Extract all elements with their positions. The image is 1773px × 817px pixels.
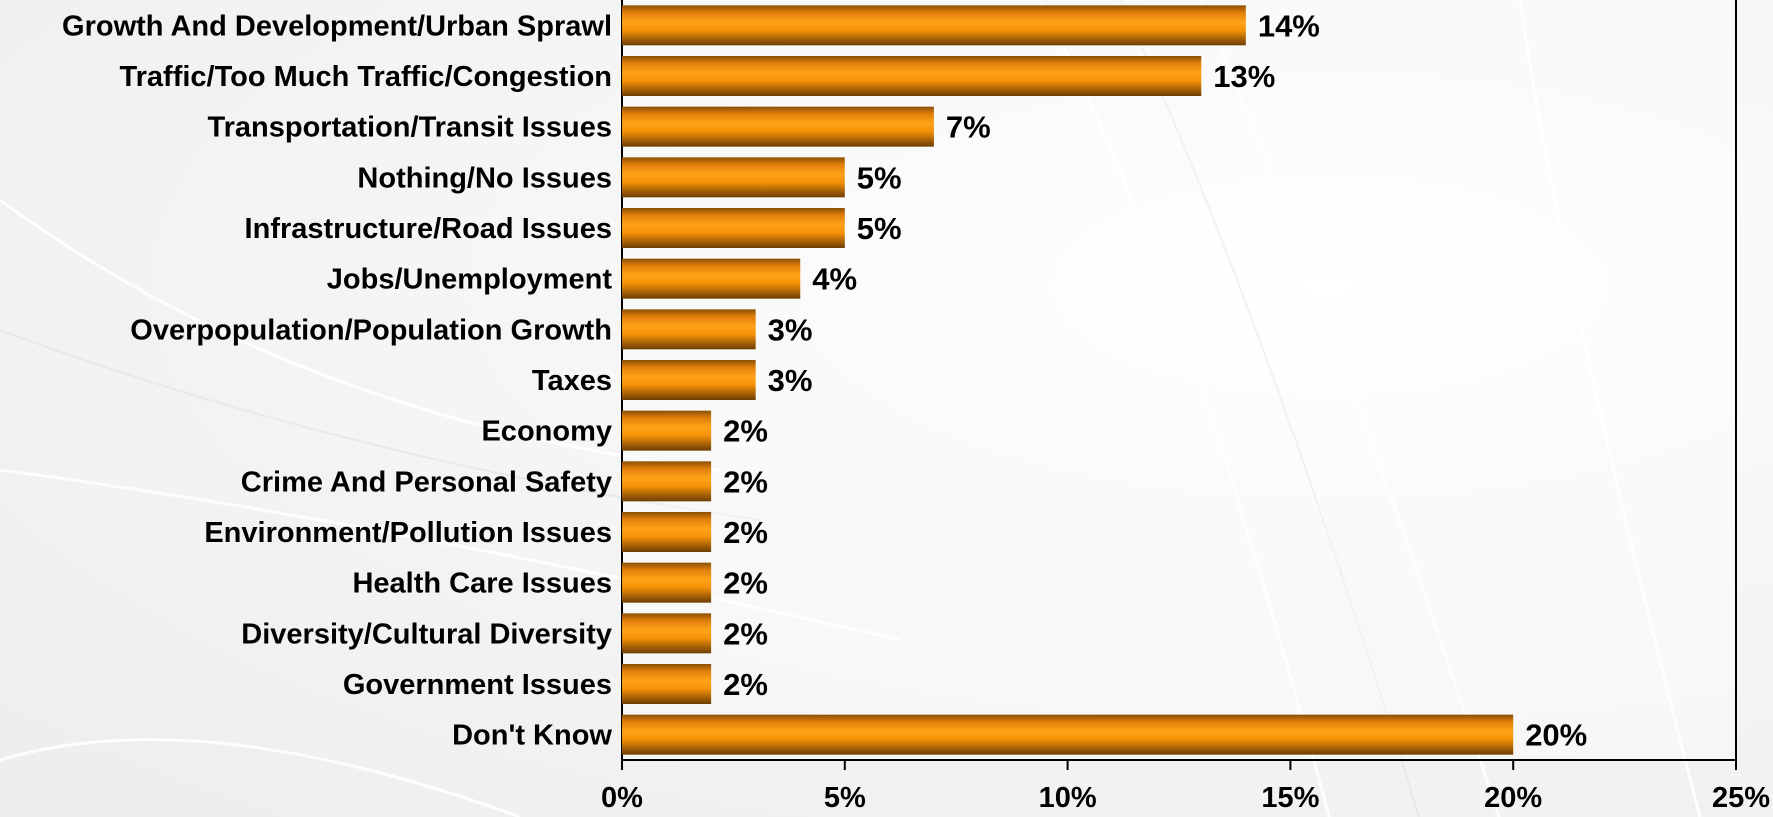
bar-environment-pollution-issues — [622, 512, 712, 552]
value-label-environment-pollution-issues: 2% — [723, 515, 768, 550]
x-tick-label: 5% — [824, 782, 866, 814]
value-label-health-care-issues: 2% — [723, 566, 768, 601]
category-label-transportation-transit-issues: Transportation/Transit Issues — [208, 112, 613, 144]
category-label-health-care-issues: Health Care Issues — [352, 568, 612, 600]
bar-economy — [622, 410, 712, 451]
category-label-environment-pollution-issues: Environment/Pollution Issues — [204, 517, 612, 549]
bar-don-t-know — [622, 714, 1514, 755]
category-label-traffic-too-much-traffic-congestion: Traffic/Too Much Traffic/Congestion — [120, 61, 612, 93]
x-tick-label: 0% — [601, 782, 643, 814]
value-labels: 14%13%7%5%5%4%3%3%2%2%2%2%2%2%20% — [723, 8, 1587, 752]
value-label-overpopulation-population-growth: 3% — [768, 312, 813, 347]
value-label-don-t-know: 20% — [1525, 718, 1587, 753]
bar-diversity-cultural-diversity — [622, 613, 712, 654]
category-labels: Growth And Development/Urban Sprawl Traff… — [62, 10, 612, 751]
category-label-overpopulation-population-growth: Overpopulation/Population Growth — [130, 314, 612, 346]
value-label-economy: 2% — [723, 414, 768, 449]
x-tick-label: 20% — [1484, 782, 1542, 814]
category-label-growth-and-development-urban-sprawl: Growth And Development/Urban Sprawl — [62, 10, 612, 42]
bar-overpopulation-population-growth — [622, 309, 756, 350]
bar-growth-and-development-urban-sprawl — [622, 5, 1246, 46]
category-label-infrastructure-road-issues: Infrastructure/Road Issues — [245, 213, 612, 245]
category-label-nothing-no-issues: Nothing/No Issues — [357, 162, 612, 194]
bar-transportation-transit-issues — [622, 106, 934, 147]
category-label-crime-and-personal-safety: Crime And Personal Safety — [241, 466, 612, 498]
value-label-taxes: 3% — [768, 363, 813, 398]
category-label-government-issues: Government Issues — [343, 669, 612, 701]
category-label-taxes: Taxes — [532, 365, 612, 397]
category-label-diversity-cultural-diversity: Diversity/Cultural Diversity — [241, 618, 612, 650]
value-label-transportation-transit-issues: 7% — [946, 110, 991, 145]
category-label-don-t-know: Don't Know — [452, 720, 612, 752]
category-label-economy: Economy — [481, 416, 612, 448]
bar-crime-and-personal-safety — [622, 461, 712, 502]
bars-layer — [622, 5, 1514, 755]
category-label-jobs-unemployment: Jobs/Unemployment — [327, 264, 613, 296]
value-label-nothing-no-issues: 5% — [857, 160, 902, 195]
x-tick-label: 15% — [1261, 782, 1319, 814]
value-label-infrastructure-road-issues: 5% — [857, 211, 902, 246]
value-label-growth-and-development-urban-sprawl: 14% — [1258, 8, 1320, 43]
value-label-jobs-unemployment: 4% — [812, 262, 857, 297]
value-label-diversity-cultural-diversity: 2% — [723, 616, 768, 651]
bar-taxes — [622, 360, 756, 400]
x-tick-label: 10% — [1039, 782, 1097, 814]
bar-infrastructure-road-issues — [622, 208, 845, 248]
bar-government-issues — [622, 664, 712, 704]
x-tick-label: 25% — [1712, 782, 1770, 814]
bar-jobs-unemployment — [622, 258, 801, 299]
bar-health-care-issues — [622, 562, 712, 603]
value-label-traffic-too-much-traffic-congestion: 13% — [1213, 59, 1275, 94]
x-axis: 0% 5% 10% 15% 20% 25% — [601, 760, 1770, 814]
value-label-crime-and-personal-safety: 2% — [723, 464, 768, 499]
bar-traffic-too-much-traffic-congestion — [622, 56, 1202, 96]
bar-nothing-no-issues — [622, 157, 845, 198]
value-label-government-issues: 2% — [723, 667, 768, 702]
